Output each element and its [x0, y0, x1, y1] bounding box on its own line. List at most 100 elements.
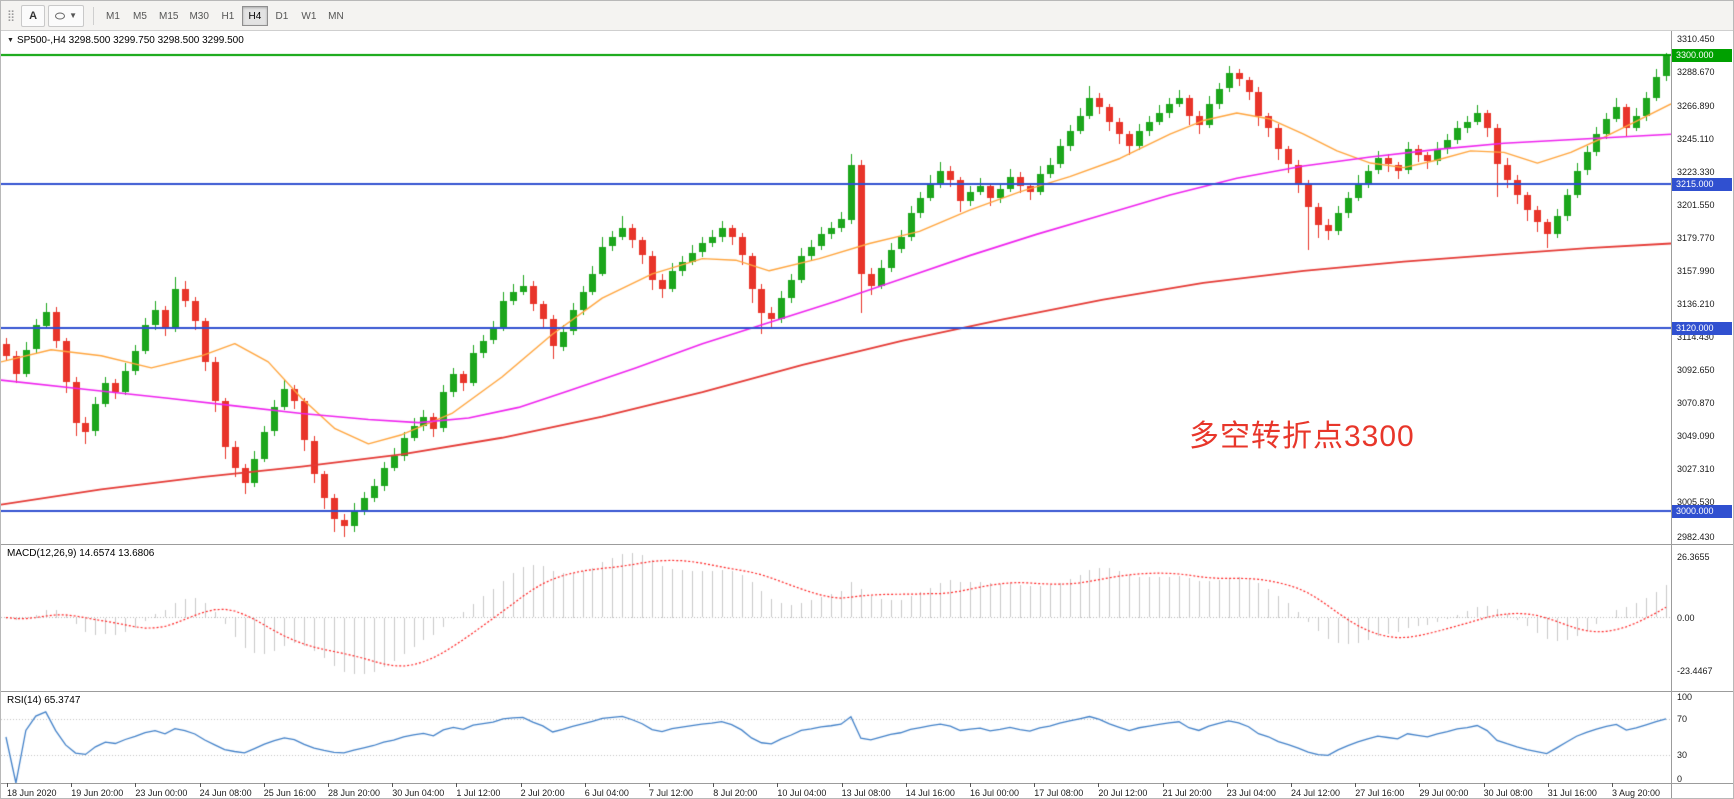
rsi-axis-label: 0: [1677, 774, 1683, 784]
time-axis-tick: [1547, 783, 1549, 787]
chart-annotation[interactable]: 多空转折点3300: [1189, 420, 1415, 453]
time-axis-label: 1 Jul 12:00: [456, 788, 501, 798]
timeframe-button-H4[interactable]: H4: [241, 5, 268, 26]
time-axis-tick: [1483, 783, 1485, 787]
time-axis-label: 21 Jul 20:00: [1162, 788, 1212, 798]
time-axis-tick: [520, 783, 522, 787]
time-axis-label: 8 Jul 20:00: [713, 788, 758, 798]
time-axis-tick: [905, 783, 907, 787]
text-tool-label: A: [29, 9, 38, 22]
time-axis-tick: [199, 783, 201, 787]
price-axis-label: 3266.890: [1677, 101, 1715, 111]
toolbar-separator: [92, 6, 94, 25]
time-axis-label: 27 Jul 16:00: [1355, 788, 1405, 798]
rsi-axis-label: 30: [1677, 750, 1688, 760]
time-axis-tick: [328, 783, 329, 787]
timeframe-button-D1[interactable]: D1: [275, 10, 289, 22]
timeframe-group: M1 M5 M15 M30 H1 H4 D1 W1 MN: [100, 5, 349, 26]
time-axis-tick: [1291, 783, 1292, 787]
toolbar-drag-handle-icon[interactable]: ⣿: [7, 10, 16, 22]
macd-label: MACD(12,26,9) 14.6574 13.6806: [7, 548, 155, 559]
price-axis-label: 3027.310: [1677, 464, 1715, 474]
shapes-tool-button[interactable]: ▼: [48, 4, 84, 27]
time-axis-tick: [1226, 783, 1228, 787]
macd-indicator-canvas[interactable]: [1, 544, 1671, 691]
time-axis-label: 30 Jul 08:00: [1483, 788, 1533, 798]
time-axis-label: 24 Jun 08:00: [199, 788, 252, 798]
time-axis-label: 19 Jun 20:00: [71, 788, 124, 798]
time-axis-label: 18 Jun 2020: [7, 788, 57, 798]
time-axis-tick: [1419, 783, 1421, 787]
time-axis-label: 17 Jul 08:00: [1034, 788, 1084, 798]
time-axis-tick: [7, 783, 8, 787]
main-price-chart-canvas[interactable]: [1, 31, 1671, 544]
rsi-axis-label: 70: [1677, 714, 1688, 724]
shapes-icon: [55, 12, 66, 19]
time-axis-label: 16 Jul 00:00: [970, 788, 1020, 798]
time-axis-label: 10 Jul 04:00: [777, 788, 827, 798]
price-tag-3120.000: 3120.000: [1672, 322, 1732, 335]
text-tool-button[interactable]: A: [21, 4, 46, 27]
timeframe-button-M15[interactable]: M15: [158, 10, 179, 22]
price-axis-label: 3245.110: [1677, 134, 1714, 144]
time-axis-label: 31 Jul 16:00: [1547, 788, 1597, 798]
macd-pane-divider: [1, 544, 1733, 545]
time-axis-label: 23 Jun 00:00: [135, 788, 188, 798]
price-axis-border: [1671, 31, 1672, 798]
time-axis-tick: [392, 783, 394, 787]
price-axis-label: 3223.330: [1677, 167, 1715, 177]
price-axis-label: 3092.650: [1677, 365, 1715, 375]
time-axis-tick: [1612, 783, 1613, 787]
collapse-arrow-icon[interactable]: ▼: [7, 37, 14, 44]
time-axis-tick: [649, 783, 650, 787]
time-axis-label: 14 Jul 16:00: [905, 788, 955, 798]
time-axis-tick: [456, 783, 458, 787]
symbol-ohlc-text: SP500-,H4 3298.500 3299.750 3298.500 329…: [16, 35, 244, 46]
caret-down-icon: ▼: [69, 11, 77, 20]
time-axis-tick: [777, 783, 779, 787]
time-axis-label: 7 Jul 12:00: [649, 788, 694, 798]
timeframe-button-M5[interactable]: M5: [133, 10, 147, 22]
timeframe-button-MN[interactable]: MN: [328, 10, 344, 22]
time-axis-label: 3 Aug 20:00: [1612, 788, 1661, 798]
time-axis-tick: [713, 783, 715, 787]
time-axis-tick: [1098, 783, 1100, 787]
rsi-label: RSI(14) 65.3747: [7, 695, 81, 706]
price-axis-label: 2982.430: [1677, 532, 1715, 542]
time-axis-label: 23 Jul 04:00: [1226, 788, 1276, 798]
price-tag-3000.000: 3000.000: [1672, 505, 1732, 518]
rsi-axis-label: 100: [1677, 692, 1693, 702]
rsi-pane-divider: [1, 691, 1733, 692]
time-axis-label: 6 Jul 04:00: [584, 788, 629, 798]
macd-axis-label: 0.00: [1677, 613, 1695, 623]
price-axis-label: 3310.450: [1677, 34, 1715, 44]
time-axis-tick: [970, 783, 971, 787]
time-axis-label: 2 Jul 20:00: [520, 788, 565, 798]
time-axis-label: 20 Jul 12:00: [1098, 788, 1148, 798]
time-axis-label: 29 Jul 00:00: [1419, 788, 1469, 798]
price-axis-label: 3005.530: [1677, 497, 1715, 507]
time-axis-tick: [1162, 783, 1164, 787]
timeframe-button-W1[interactable]: W1: [301, 10, 317, 22]
time-axis-tick: [841, 783, 843, 787]
price-tag-3215.000: 3215.000: [1672, 178, 1732, 191]
timeframe-button-M1[interactable]: M1: [106, 10, 120, 22]
time-axis-label: 28 Jun 20:00: [328, 788, 381, 798]
chart-ohlc-title: ▼ SP500-,H4 3298.500 3299.750 3298.500 32…: [7, 35, 244, 46]
time-axis-label: 25 Jun 16:00: [263, 788, 316, 798]
rsi-indicator-canvas[interactable]: [1, 691, 1671, 783]
time-axis-tick: [1355, 783, 1357, 787]
price-axis-label: 3114.430: [1677, 332, 1714, 342]
time-axis-label: 24 Jul 12:00: [1291, 788, 1341, 798]
price-axis-label: 3157.990: [1677, 266, 1715, 276]
macd-axis-label: -23.4467: [1677, 666, 1713, 676]
price-axis-label: 3049.090: [1677, 431, 1715, 441]
macd-axis-label: 26.3655: [1677, 552, 1710, 562]
time-axis-tick: [71, 783, 73, 787]
price-axis-label: 3201.550: [1677, 200, 1715, 210]
time-axis-tick: [135, 783, 137, 787]
timeframe-button-H1[interactable]: H1: [221, 10, 235, 22]
timeframe-button-M30[interactable]: M30: [189, 10, 209, 22]
price-axis-label: 3179.770: [1677, 233, 1715, 243]
